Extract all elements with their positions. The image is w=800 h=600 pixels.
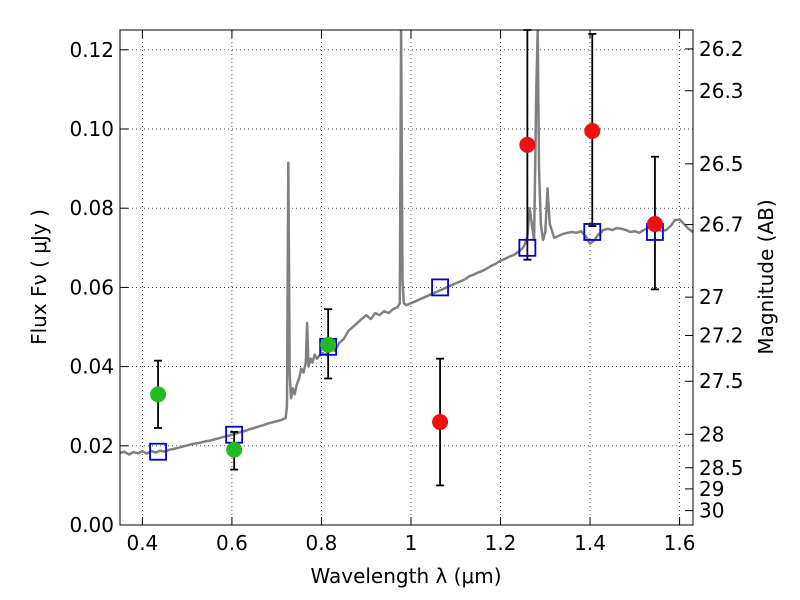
spectrum-series (120, 30, 693, 456)
x-tick-label: 0.4 (126, 531, 158, 555)
observed-photometry-point (226, 441, 243, 458)
magnitude-tick-label: 27 (699, 285, 724, 309)
y-tick-label: 0.02 (69, 434, 114, 458)
magnitude-tick-label: 26.2 (699, 37, 744, 61)
plot-background (120, 30, 693, 525)
magnitude-tick-label: 27.5 (699, 369, 744, 393)
observed-photometry-point (320, 336, 337, 353)
magnitude-axis-title: Magnitude (AB) (754, 199, 778, 354)
magnitude-tick-label: 30 (699, 499, 724, 523)
x-axis-ticks: 0.4 0.6 0.8 1 1.2 1.4 1.6 (126, 30, 695, 555)
observed-photometry-point (584, 122, 601, 139)
plot-frame (119, 29, 694, 526)
x-tick-label: 0.6 (216, 531, 248, 555)
magnitude-tick-label: 28.5 (699, 456, 744, 480)
x-tick-label: 1.6 (664, 531, 696, 555)
model-photometry-point (583, 223, 602, 241)
observed-photometry-point (519, 136, 536, 153)
y-tick-label: 0.08 (69, 196, 114, 220)
y-tick-label: 0.00 (69, 513, 114, 537)
y-tick-label: 0.12 (69, 38, 114, 62)
y-tick-label: 0.04 (69, 355, 114, 379)
spectrum-line (120, 30, 693, 456)
observed-photometry-point (432, 414, 449, 431)
magnitude-tick-label: 26.5 (699, 152, 744, 176)
x-axis-title: Wavelength λ (μm) (310, 564, 501, 588)
magnitude-tick-label: 28 (699, 422, 724, 446)
x-tick-label: 1.2 (485, 531, 517, 555)
model-photometry-point (431, 278, 449, 297)
y-axis-title: Flux Fν ( μJy ) (27, 209, 51, 345)
magnitude-tick-label: 26.7 (699, 213, 744, 237)
y-tick-label: 0.06 (69, 275, 114, 299)
magnitude-tick-label: 27.2 (699, 323, 744, 347)
magnitude-tick-label: 26.3 (699, 79, 744, 103)
x-tick-label: 0.8 (306, 531, 338, 555)
x-tick-label: 1 (405, 531, 418, 555)
y-axis-ticks: 0.00 0.02 0.04 0.06 0.08 0.10 0.12 (69, 38, 128, 537)
observed-photometry-point (150, 386, 167, 403)
y-tick-label: 0.10 (69, 117, 114, 141)
magnitude-tick-label: 29 (699, 477, 724, 501)
x-tick-label: 1.4 (574, 531, 606, 555)
observed-photometry-series (150, 122, 663, 458)
model-photometry-series (149, 223, 664, 461)
observed-photometry-point (646, 216, 663, 233)
model-photometry-point (518, 238, 537, 257)
model-photometry-point (149, 442, 167, 461)
